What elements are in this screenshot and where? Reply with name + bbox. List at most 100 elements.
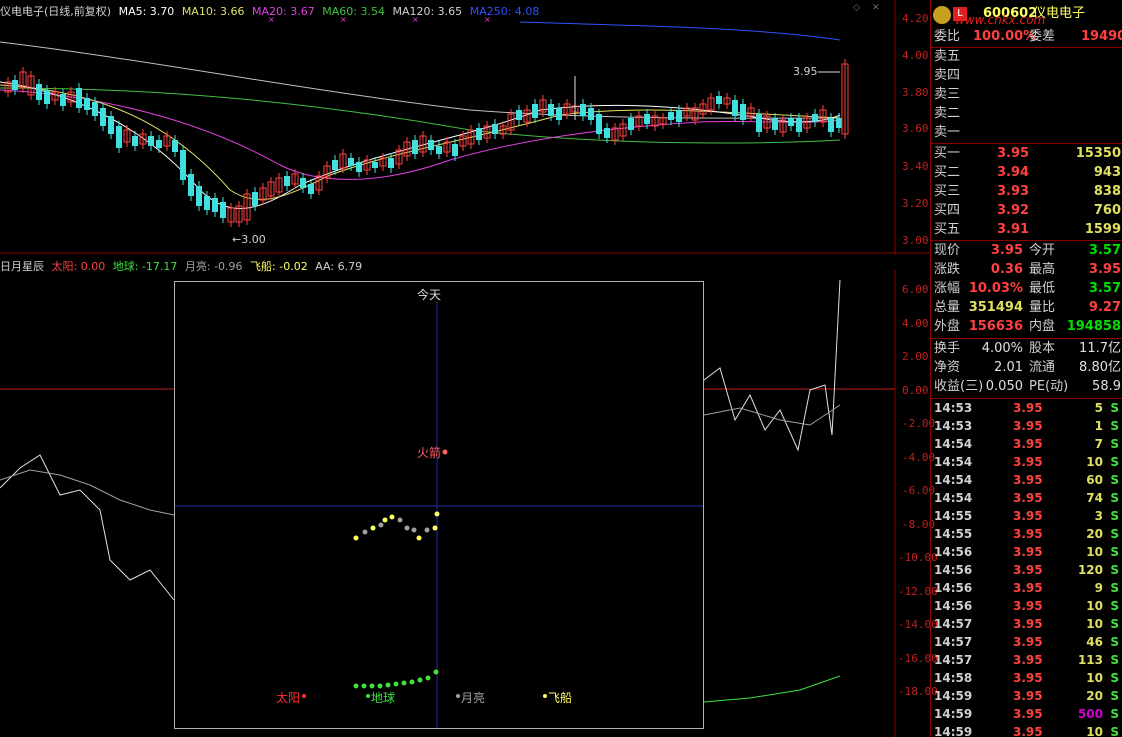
tick-side: S [1110,581,1119,595]
ratio-label: 委比 [934,29,961,44]
quote-panel: L 600602 仪电电子 www.cnkx.com 委比 100.00% 委差… [930,0,1122,737]
tick-time: 14:56 [934,599,973,613]
tick-side: S [1110,599,1119,613]
stat-label: 现价 [934,243,961,258]
indicator-axis-label: -18.00 [898,685,938,698]
fundamental-row: 换手 4.00% 股本 11.7亿 [931,340,1122,358]
tick-time: 14:54 [934,491,973,505]
tick-time: 14:59 [934,725,973,737]
watermark-text: www.cnkx.com [955,13,1046,27]
tick-price: 3.95 [1013,581,1043,595]
buy-row: 买二 3.94 943 [931,164,1122,182]
price-axis-label: 3.20 [902,197,929,210]
tick-row: 14:59 3.95 20 S [931,687,1122,705]
fundamental-value: 4.00% [981,341,1023,356]
tick-time: 14:54 [934,455,973,469]
tick-time: 14:57 [934,653,973,667]
stat-value: 351494 [968,300,1023,315]
indicator-legend: 日月星辰 太阳: 0.00 地球: -17.17 月亮: -0.96 飞船: -… [0,258,362,274]
diff-label: 委差 [1029,29,1056,44]
tick-time: 14:56 [934,563,973,577]
indicator-axis-label: 0.00 [902,383,929,397]
ma60-label: MA60: 3.54 [322,5,385,18]
tick-price: 3.95 [1013,671,1043,685]
tick-price: 3.95 [1013,545,1043,559]
tick-time: 14:56 [934,545,973,559]
buy-price: 3.91 [997,222,1030,237]
ma120-label: MA120: 3.65 [392,5,463,18]
stat-label: 量比 [1029,300,1056,315]
stat-label: 最低 [1029,281,1056,296]
star-popup[interactable]: 今天 火箭 太阳 地球 月亮 飞船 [174,281,704,729]
kline-chart-area[interactable]: × × × × 仪电电子(日线,前复权) MA5: 3.70 MA10: 3.66 M… [0,0,938,737]
fundamental-row: 收益(三) 0.050 PE(动) 58.9 [931,378,1122,396]
buy-price: 3.92 [997,203,1030,218]
ma-legend: 仪电电子(日线,前复权) MA5: 3.70 MA10: 3.66 MA20: … [0,3,539,19]
close-chart-icon[interactable]: ✕ [872,3,880,13]
logo-icon [933,6,951,24]
buy-label: 买五 [934,222,961,237]
indicator-chart[interactable] [0,270,930,737]
indicator-axis-label: -8.00 [902,517,936,531]
tick-row: 14:56 3.95 9 S [931,579,1122,597]
tick-volume: 500 [1077,707,1103,721]
tick-volume: 74 [1086,491,1103,505]
fundamental-value: 8.80亿 [1079,360,1121,375]
stat-row: 总量 351494 量比 9.27 [931,299,1122,317]
tick-volume: 5 [1094,401,1103,415]
fundamental-value: 0.050 [985,379,1023,394]
indicator-axis-label: -14.00 [898,618,938,631]
price-chart[interactable]: × × × × [0,0,930,255]
buy-volume: 943 [1093,165,1121,180]
tick-row: 14:54 3.95 60 S [931,471,1122,489]
ma20-label: MA20: 3.67 [252,5,315,18]
tick-volume: 60 [1086,473,1103,487]
fundamental-value: 11.7亿 [1079,341,1121,356]
tick-time: 14:57 [934,617,973,631]
indicator-axis-label: 2.00 [902,350,929,363]
tick-price: 3.95 [1013,599,1043,613]
buy-price: 3.95 [997,146,1030,161]
tick-row: 14:53 3.95 1 S [931,417,1122,435]
tick-row: 14:57 3.95 46 S [931,633,1122,651]
buy-label: 买一 [934,146,961,161]
tick-side: S [1110,455,1119,469]
fundamental-row: 净资 2.01 流通 8.80亿 [931,359,1122,377]
tick-side: S [1110,725,1119,737]
stat-label: 涨幅 [934,281,961,296]
tick-side: S [1110,437,1119,451]
tick-volume: 20 [1086,689,1103,703]
high-annotation: 3.95 [793,65,818,78]
buy-row: 买四 3.92 760 [931,202,1122,220]
tick-row: 14:56 3.95 10 S [931,543,1122,561]
window-control-icon[interactable]: ◇ [853,3,860,13]
stat-label: 今开 [1029,243,1056,258]
sell-row: 卖二 [931,105,1122,123]
price-axis-label: 3.00 [902,234,929,247]
diff-value: 19490 [1081,29,1122,44]
stat-value: 0.36 [990,262,1023,277]
tick-row: 14:59 3.95 500 S [931,705,1122,723]
tick-side: S [1110,401,1119,415]
price-axis-label: 3.80 [902,86,929,99]
sun-value: 太阳: 0.00 [51,260,106,273]
tick-volume: 120 [1077,563,1103,577]
sell-label: 卖一 [934,125,961,140]
tick-price: 3.95 [1013,527,1043,541]
stat-label: 内盘 [1029,319,1056,334]
stat-value: 3.57 [1088,281,1121,296]
stat-row: 涨幅 10.03% 最低 3.57 [931,280,1122,298]
legend-earth: 地球 [371,691,396,705]
indicator-axis-label: -16.00 [898,651,938,665]
flag-icon: L [953,7,967,21]
sell-row: 卖五 [931,48,1122,66]
tick-volume: 10 [1086,545,1103,559]
tick-side: S [1110,545,1119,559]
buy-volume: 760 [1093,203,1121,218]
stat-label: 涨跌 [934,262,961,277]
tick-time: 14:59 [934,707,973,721]
tick-price: 3.95 [1013,437,1043,451]
stat-row: 外盘 156636 内盘 194858 [931,318,1122,336]
tick-volume: 10 [1086,617,1103,631]
stat-value: 3.95 [1088,262,1121,277]
